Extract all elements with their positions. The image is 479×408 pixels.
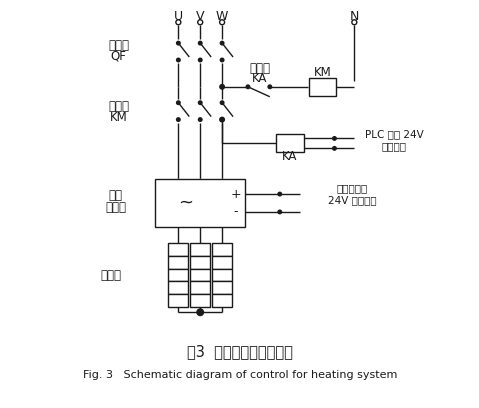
Bar xyxy=(190,243,210,256)
Bar xyxy=(156,179,245,227)
Circle shape xyxy=(198,117,203,122)
Bar xyxy=(276,135,304,152)
Circle shape xyxy=(219,84,225,90)
Circle shape xyxy=(267,84,272,89)
Circle shape xyxy=(176,100,181,105)
Circle shape xyxy=(332,146,337,151)
Bar xyxy=(169,282,188,295)
Circle shape xyxy=(245,84,251,89)
Text: Fig. 3   Schematic diagram of control for heating system: Fig. 3 Schematic diagram of control for … xyxy=(83,370,397,380)
Circle shape xyxy=(219,58,225,62)
Circle shape xyxy=(198,41,203,46)
Bar xyxy=(190,256,210,268)
Text: V: V xyxy=(196,10,205,23)
Text: KA: KA xyxy=(282,150,297,163)
Circle shape xyxy=(176,41,181,46)
Bar xyxy=(190,282,210,295)
Text: 固态: 固态 xyxy=(109,188,123,202)
Bar xyxy=(308,78,336,96)
Circle shape xyxy=(219,100,225,105)
Text: +: + xyxy=(231,188,241,201)
Circle shape xyxy=(198,100,203,105)
Bar xyxy=(190,295,210,307)
Text: N: N xyxy=(350,10,359,23)
Text: KM: KM xyxy=(314,67,331,80)
Text: KM: KM xyxy=(110,111,127,124)
Bar xyxy=(212,295,232,307)
Circle shape xyxy=(176,58,181,62)
Text: 24V 控制信号: 24V 控制信号 xyxy=(328,195,376,205)
Circle shape xyxy=(198,58,203,62)
Circle shape xyxy=(196,308,204,316)
Text: 断路器: 断路器 xyxy=(108,100,129,113)
Text: U: U xyxy=(174,10,183,23)
Circle shape xyxy=(219,117,225,122)
Circle shape xyxy=(219,117,225,122)
Text: 控制信号: 控制信号 xyxy=(382,142,407,151)
Bar xyxy=(190,268,210,282)
Bar xyxy=(212,256,232,268)
Circle shape xyxy=(176,117,181,122)
Text: 继电器: 继电器 xyxy=(250,62,270,75)
Bar xyxy=(169,295,188,307)
Circle shape xyxy=(332,136,337,141)
Bar xyxy=(212,243,232,256)
Bar xyxy=(212,268,232,282)
Bar xyxy=(212,282,232,295)
Circle shape xyxy=(277,209,282,215)
Text: 断路器: 断路器 xyxy=(108,39,129,51)
Bar xyxy=(169,256,188,268)
Text: 继电器: 继电器 xyxy=(105,202,126,215)
Bar xyxy=(169,243,188,256)
Text: 加热器: 加热器 xyxy=(100,268,121,282)
Bar xyxy=(169,268,188,282)
Text: ~: ~ xyxy=(178,194,193,212)
Text: KA: KA xyxy=(252,72,268,85)
Circle shape xyxy=(277,192,282,197)
Text: PLC 直流 24V: PLC 直流 24V xyxy=(365,129,423,140)
Text: QF: QF xyxy=(111,49,126,62)
Text: W: W xyxy=(216,10,228,23)
Text: 温控器直流: 温控器直流 xyxy=(337,183,368,193)
Text: -: - xyxy=(234,206,238,218)
Text: 图3  加热系统控制原理图: 图3 加热系统控制原理图 xyxy=(187,344,293,359)
Circle shape xyxy=(219,41,225,46)
